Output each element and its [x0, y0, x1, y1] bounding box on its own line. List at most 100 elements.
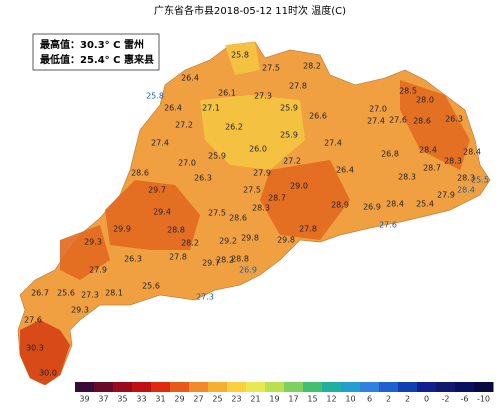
colorbar-label: -2 [442, 395, 450, 404]
station-value: 27.3 [254, 92, 272, 101]
colorbar-label: 2 [405, 395, 410, 404]
station-value: 26.2 [225, 123, 243, 132]
colorbar-label: 19 [269, 395, 279, 404]
station-value: 25.9 [208, 152, 226, 161]
colorbar-label: 27 [193, 395, 203, 404]
colorbar-cell [284, 382, 304, 392]
colorbar-cell [417, 382, 437, 392]
station-value: 27.3 [196, 293, 214, 302]
station-value: 25.5 [471, 176, 489, 185]
min-summary: 最低值：25.4° C 惠来县 [40, 53, 154, 66]
station-value: 29.8 [241, 234, 259, 243]
station-value: 26.3 [194, 174, 212, 183]
province [17, 41, 491, 386]
station-value: 27.4 [324, 139, 342, 148]
station-value: 26.1 [218, 89, 236, 98]
colorbar-label: 33 [136, 395, 146, 404]
station-value: 28.3 [398, 173, 416, 182]
colorbar-label: 10 [345, 395, 355, 404]
station-value: 29.7 [202, 259, 220, 268]
colorbar-cell [189, 382, 209, 392]
colorbar-cell [208, 382, 228, 392]
colorbar-cell [379, 382, 399, 392]
colorbar-cell [360, 382, 380, 392]
station-value: 27.5 [262, 64, 280, 73]
station-value: 26.4 [181, 74, 199, 83]
station-value: 28.3 [457, 174, 475, 183]
station-value: 25.9 [280, 131, 298, 140]
station-value: 28.4 [419, 146, 437, 155]
station-value: 28.2 [181, 239, 199, 248]
station-value: 26.9 [239, 266, 257, 275]
max-summary: 最高值：30.3° C 雷州 [40, 38, 144, 51]
station-labels: 25.8 27.5 28.2 26.4 27.8 28.5 25.8 26.1 27.3 28.0… [24, 51, 489, 378]
colorbar-label: 15 [307, 395, 317, 404]
region-warm [260, 160, 350, 240]
station-value: 29.8 [277, 236, 295, 245]
region-cool [225, 42, 260, 75]
colorbar-cell [113, 382, 133, 392]
station-value: 27.6 [389, 116, 407, 125]
station-value: 30.3 [26, 344, 44, 353]
station-value: 27.2 [175, 121, 193, 130]
station-value: 28.7 [423, 164, 441, 173]
colorbar-label: 0 [424, 395, 429, 404]
region-hot [20, 320, 70, 385]
colorbar-label: 39 [79, 395, 89, 404]
station-value: 27.4 [151, 139, 169, 148]
station-value: 28.8 [231, 255, 249, 264]
colorbar-cell [75, 382, 95, 392]
station-value: 28.1 [105, 289, 123, 298]
station-value: 28.5 [399, 87, 417, 96]
region-warm [60, 225, 110, 280]
colorbar-cell [303, 382, 323, 392]
colorbar-cell [398, 382, 418, 392]
station-value: 25.8 [146, 92, 164, 101]
station-value: 29.4 [153, 208, 171, 217]
colorbar-cell [322, 382, 342, 392]
colorbar-label: 25 [212, 395, 222, 404]
station-value: 27.6 [24, 316, 42, 325]
station-value: 27.4 [367, 117, 385, 126]
colorbar-cell [246, 382, 266, 392]
station-value: 28.9 [331, 201, 349, 210]
station-value: 29.0 [290, 182, 308, 191]
station-value: 29.3 [71, 306, 89, 315]
colorbar-label: 2 [386, 395, 391, 404]
station-value: 27.9 [437, 191, 455, 200]
colorbar-cell [436, 382, 456, 392]
station-value: 27.8 [289, 82, 307, 91]
station-value: 28.6 [131, 169, 149, 178]
colorbar-cell [265, 382, 285, 392]
station-value: 29.3 [84, 238, 102, 247]
station-value: 28.2 [216, 256, 234, 265]
region-warm [105, 180, 200, 250]
station-value: 26.0 [249, 145, 267, 154]
region-cool [200, 95, 305, 170]
station-value: 28.7 [268, 194, 286, 203]
station-value: 27.8 [299, 225, 317, 234]
station-value: 28.2 [303, 62, 321, 71]
station-value: 28.3 [444, 157, 462, 166]
colorbar-cell [474, 382, 494, 392]
station-value: 28.4 [457, 186, 475, 195]
title: 广东省各市县2018-05-12 11时次 温度(C) [154, 4, 346, 17]
region-warm [400, 80, 470, 170]
station-value: 28.3 [252, 204, 270, 213]
station-value: 28.8 [167, 226, 185, 235]
colorbar-cell [94, 382, 114, 392]
colorbar-label: -10 [477, 395, 490, 404]
colorbar: 39 37 35 33 31 29 27 25 23 21 19 17 15 12 10 6 2 2 0 -2 -6 -1… [75, 382, 494, 404]
station-value: 27.2 [283, 157, 301, 166]
station-value: 25.6 [57, 289, 75, 298]
colorbar-label: -6 [461, 395, 469, 404]
station-value: 28.6 [229, 214, 247, 223]
station-value: 25.8 [231, 51, 249, 60]
station-value: 26.4 [164, 104, 182, 113]
station-value: 27.3 [81, 291, 99, 300]
station-value: 26.7 [31, 289, 49, 298]
station-value: 30.0 [39, 369, 57, 378]
colorbar-label: 37 [98, 395, 108, 404]
station-value: 29.2 [219, 237, 237, 246]
